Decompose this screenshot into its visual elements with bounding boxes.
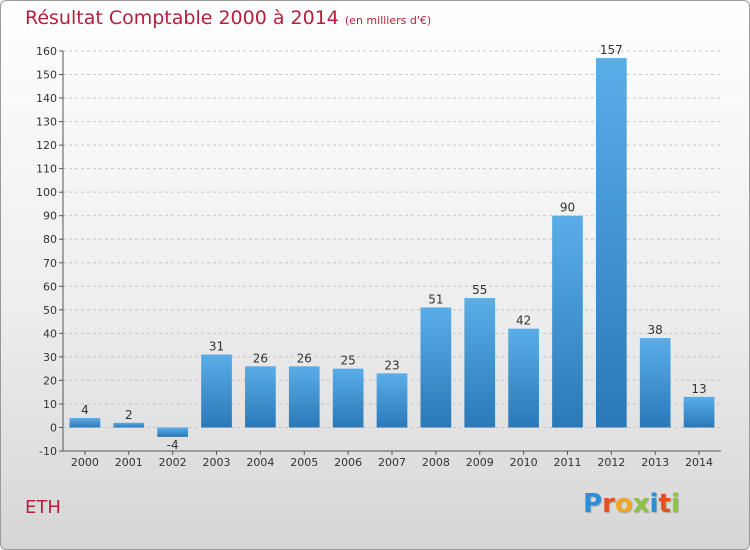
y-tick-label: 100 — [36, 186, 57, 199]
bar-value-label: 42 — [516, 314, 531, 328]
x-tick-label: 2001 — [115, 456, 143, 469]
y-tick-label: 130 — [36, 116, 57, 129]
bar — [683, 396, 715, 428]
logo-letter: o — [614, 489, 633, 519]
bar-value-label: 4 — [81, 403, 89, 417]
bar — [288, 366, 320, 428]
bar — [332, 368, 364, 428]
x-tick-label: 2000 — [71, 456, 99, 469]
y-tick-label: 60 — [43, 280, 57, 293]
y-tick-label: 150 — [36, 69, 57, 82]
bar-value-label: 26 — [253, 351, 268, 365]
bar-value-label: 25 — [340, 354, 355, 368]
bar-value-label: 157 — [600, 43, 623, 57]
logo-letter: P — [583, 489, 603, 519]
y-tick-label: 80 — [43, 233, 57, 246]
x-tick-label: 2005 — [290, 456, 318, 469]
bar — [201, 354, 232, 428]
bar-value-label: 31 — [209, 340, 224, 354]
y-tick-label: -10 — [39, 445, 57, 458]
bar — [552, 215, 583, 428]
logo-letter: i — [649, 489, 659, 519]
x-tick-label: 2014 — [685, 456, 713, 469]
y-tick-label: 10 — [43, 398, 57, 411]
logo-letter: x — [632, 489, 650, 519]
y-tick-label: 40 — [43, 327, 57, 340]
x-tick-label: 2012 — [597, 456, 625, 469]
bar — [157, 427, 189, 437]
x-tick-label: 2013 — [641, 456, 669, 469]
bar-value-label: 2 — [125, 408, 133, 422]
x-tick-label: 2011 — [553, 456, 581, 469]
x-tick-label: 2009 — [466, 456, 494, 469]
bar — [595, 58, 627, 428]
commune-name: ETH — [25, 497, 61, 518]
chart-title-text: Résultat Comptable 2000 à 2014 — [25, 7, 339, 29]
x-tick-label: 2002 — [159, 456, 187, 469]
y-tick-label: 70 — [43, 257, 57, 270]
logo-letter: i — [670, 489, 680, 519]
bar — [245, 366, 276, 428]
y-tick-label: 20 — [43, 374, 57, 387]
bar — [508, 328, 539, 428]
logo-letter: r — [602, 489, 615, 519]
bar — [464, 298, 496, 428]
y-tick-label: 110 — [36, 163, 57, 176]
y-tick-label: 90 — [43, 210, 57, 223]
bar — [69, 418, 101, 428]
y-tick-label: 120 — [36, 139, 57, 152]
bar — [420, 307, 452, 428]
chart-subtitle: (en milliers d'€) — [344, 14, 432, 27]
bar-value-label: 23 — [384, 358, 399, 372]
bar-value-label: 51 — [428, 292, 443, 306]
proxiti-logo: Proxiti — [583, 489, 680, 519]
y-tick-label: 140 — [36, 92, 57, 105]
y-tick-label: 160 — [36, 45, 57, 58]
chart-title: Résultat Comptable 2000 à 2014 (en millie… — [25, 7, 431, 29]
bar-value-label: -4 — [167, 438, 179, 452]
y-tick-label: 0 — [50, 421, 57, 434]
bar-value-label: 26 — [297, 351, 312, 365]
x-tick-label: 2008 — [422, 456, 450, 469]
bar — [376, 373, 408, 428]
x-tick-label: 2010 — [510, 456, 538, 469]
bar-value-label: 90 — [560, 201, 575, 215]
bar-value-label: 55 — [472, 283, 487, 297]
bar — [639, 338, 671, 428]
bar-value-label: 38 — [648, 323, 663, 337]
bar — [113, 422, 145, 428]
y-tick-label: 50 — [43, 304, 57, 317]
bar-value-label: 13 — [691, 382, 706, 396]
x-tick-label: 2006 — [334, 456, 362, 469]
y-tick-label: 30 — [43, 351, 57, 364]
x-tick-label: 2004 — [246, 456, 274, 469]
x-tick-label: 2007 — [378, 456, 406, 469]
logo-letter: t — [658, 489, 671, 519]
x-tick-label: 2003 — [203, 456, 231, 469]
